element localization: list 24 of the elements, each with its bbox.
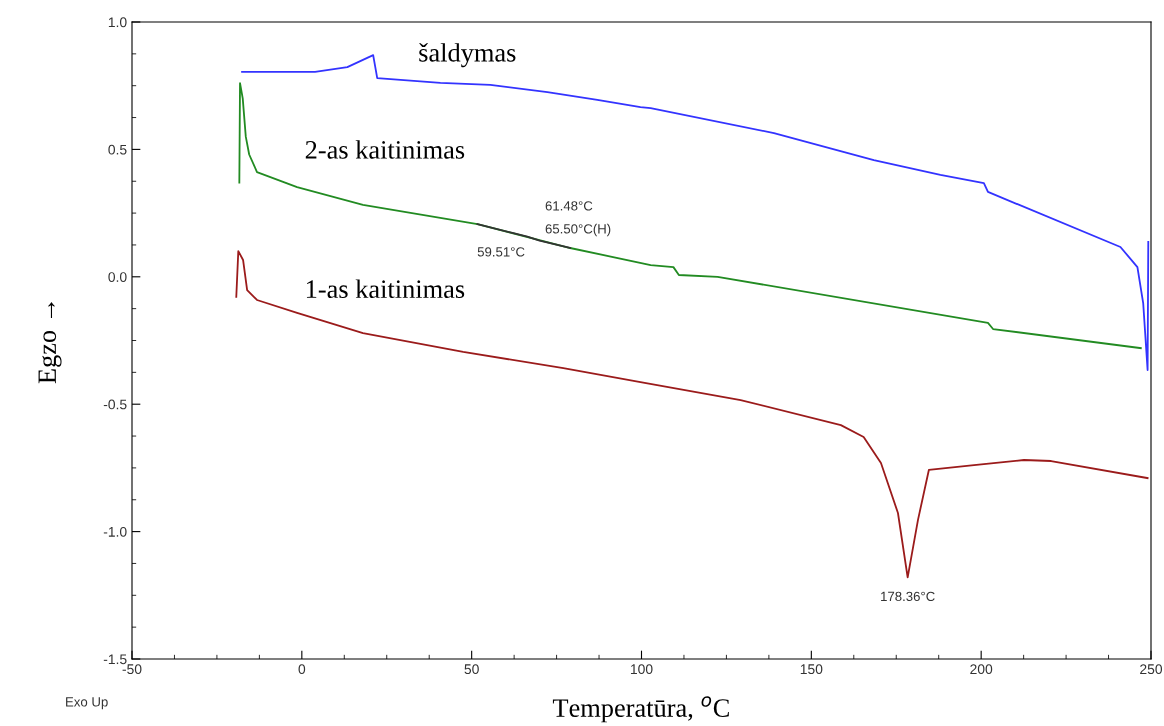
y-tick-label: 1.0	[108, 17, 127, 28]
y-tick-label: 0.5	[108, 144, 127, 155]
series-label: 1-as kaitinimas	[306, 279, 465, 299]
x-tick-label: 200	[970, 664, 993, 675]
x-tick-label: 0	[298, 664, 306, 675]
y-tick-label: 0.0	[108, 272, 127, 282]
series-label: 2-as kaitinimas	[305, 140, 465, 159]
line-series	[238, 82, 1142, 350]
text: Exo Up	[66, 697, 108, 710]
annotation: 61.48°C	[545, 201, 593, 211]
y-tick-label: -1.5	[103, 654, 127, 665]
y-tick-label: -0.5	[103, 399, 127, 410]
annotation: 65.50°C(H)	[545, 223, 611, 237]
x-tick-label: 50	[464, 664, 479, 675]
x-tick-label: 100	[630, 664, 653, 675]
y-tick-label: -1.0	[103, 526, 127, 537]
annotation: 178.36°C	[881, 591, 935, 602]
x-axis-title: Temperatūra, $^{o}$C	[552, 696, 729, 723]
x-tick-label: 250	[1140, 664, 1163, 675]
series-label: šaldymas	[419, 43, 516, 68]
annotation: 59.51°C	[477, 247, 525, 257]
y-axis-title: Egzo →	[38, 302, 62, 384]
x-tick-label: -50	[122, 664, 142, 675]
x-tick-label: 150	[800, 664, 823, 675]
